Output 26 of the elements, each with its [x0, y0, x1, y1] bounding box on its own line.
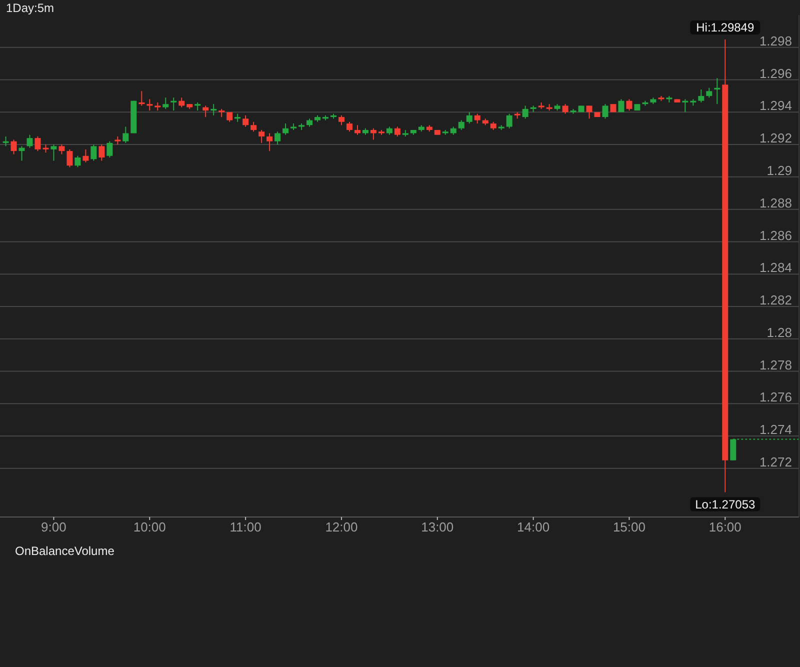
y-tick-label: 1.296 — [759, 66, 792, 81]
x-tick-label: 9:00 — [41, 520, 66, 535]
y-tick-label: 1.294 — [759, 98, 792, 114]
y-tick-label: 1.292 — [759, 130, 792, 146]
x-tick-label: 14:00 — [517, 520, 550, 535]
y-tick-label: 1.298 — [759, 33, 792, 48]
text: OnBalanceVolume — [15, 544, 114, 558]
x-tick-label: 15:00 — [612, 520, 646, 535]
x-tick-label: 10:00 — [133, 520, 166, 535]
y-tick-label: 1.286 — [759, 228, 792, 243]
y-tick-label: 1.282 — [759, 292, 792, 308]
x-tick-label: 16:00 — [708, 520, 742, 535]
y-tick-label: 1.288 — [759, 195, 792, 210]
chart-title: 1Day:5m — [6, 1, 54, 15]
annotation: Hi:1.29849 — [696, 20, 754, 35]
y-tick-label: 1.274 — [759, 422, 792, 438]
x-tick-label: 13:00 — [421, 520, 454, 535]
y-tick-label: 1.278 — [759, 357, 792, 372]
y-tick-label: 1.276 — [759, 390, 792, 405]
y-tick-label: 1.28 — [766, 324, 792, 340]
y-tick-label: 1.272 — [759, 454, 792, 470]
x-tick-label: 11:00 — [230, 520, 262, 535]
y-tick-label: 1.284 — [759, 260, 792, 276]
y-tick-label: 1.29 — [766, 162, 792, 178]
x-tick-label: 12:00 — [325, 520, 358, 535]
annotation: Lo:1.27053 — [695, 497, 756, 512]
